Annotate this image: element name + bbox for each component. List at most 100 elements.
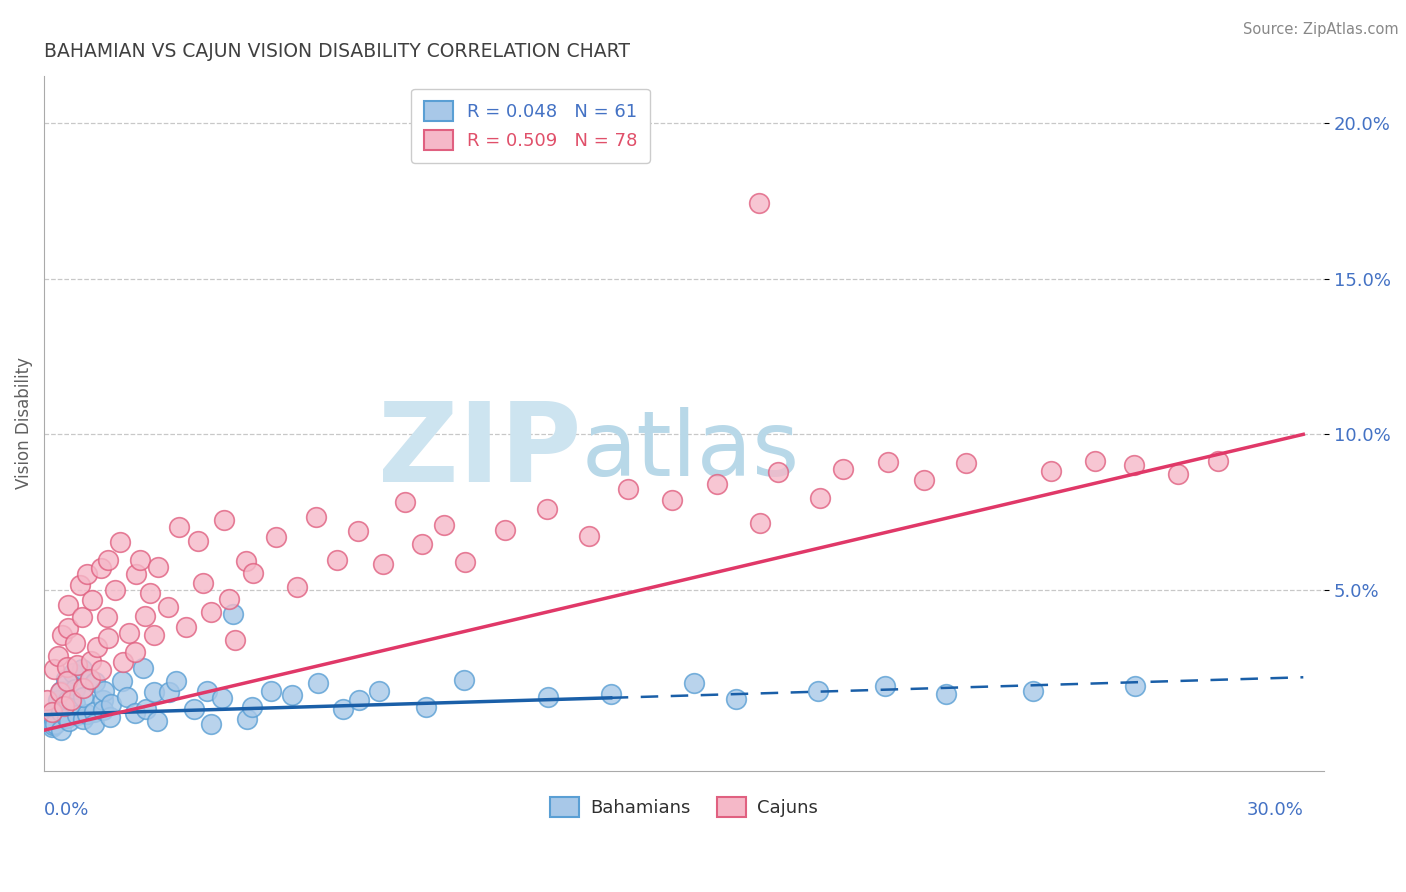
Point: [35, 693, 58, 707]
Point: [111, 674, 134, 689]
Point: [83, 675, 105, 690]
Y-axis label: Vision Disability: Vision Disability: [15, 358, 32, 490]
Point: [1123, 679, 1146, 693]
Point: [66, 708, 89, 723]
Point: [97, 553, 120, 567]
Point: [83, 716, 105, 731]
Point: [195, 684, 218, 698]
Point: [332, 702, 354, 716]
Point: [307, 676, 329, 690]
Point: [82, 592, 104, 607]
Point: [100, 710, 122, 724]
Point: [125, 567, 148, 582]
Point: [285, 580, 308, 594]
Point: [70, 661, 93, 675]
Point: [59, 693, 82, 707]
Point: [41, 718, 63, 732]
Point: [661, 493, 683, 508]
Point: [128, 553, 150, 567]
Legend: Bahamians, Cajuns: Bahamians, Cajuns: [543, 789, 825, 824]
Point: [83, 705, 105, 719]
Point: [41, 705, 63, 719]
Point: [46, 693, 69, 707]
Point: [115, 690, 138, 705]
Point: [411, 537, 433, 551]
Point: [58, 621, 80, 635]
Point: [873, 679, 896, 693]
Point: [221, 607, 243, 621]
Point: [132, 661, 155, 675]
Point: [346, 524, 368, 538]
Point: [72, 690, 94, 704]
Point: [46, 648, 69, 663]
Point: [143, 685, 166, 699]
Point: [143, 628, 166, 642]
Point: [56, 660, 79, 674]
Point: [55, 672, 77, 686]
Point: [62, 665, 84, 680]
Point: [90, 663, 112, 677]
Point: [157, 685, 180, 699]
Point: [200, 716, 222, 731]
Point: [44, 716, 66, 731]
Point: [766, 466, 789, 480]
Point: [211, 690, 233, 705]
Point: [955, 456, 977, 470]
Point: [118, 626, 141, 640]
Point: [42, 662, 65, 676]
Point: [808, 491, 831, 505]
Point: [72, 681, 94, 695]
Point: [1022, 684, 1045, 698]
Point: [63, 636, 86, 650]
Point: [536, 502, 558, 516]
Point: [578, 529, 600, 543]
Point: [1039, 464, 1062, 478]
Point: [48, 685, 70, 699]
Text: ZIP: ZIP: [378, 398, 582, 505]
Point: [394, 495, 416, 509]
Point: [52, 699, 75, 714]
Point: [63, 697, 86, 711]
Point: [748, 516, 770, 530]
Point: [86, 640, 108, 655]
Point: [49, 723, 72, 738]
Point: [96, 610, 118, 624]
Point: [72, 712, 94, 726]
Point: [260, 684, 283, 698]
Point: [41, 708, 63, 723]
Point: [281, 688, 304, 702]
Text: Source: ZipAtlas.com: Source: ZipAtlas.com: [1243, 22, 1399, 37]
Point: [187, 533, 209, 548]
Point: [616, 482, 638, 496]
Point: [157, 600, 180, 615]
Point: [371, 557, 394, 571]
Point: [146, 714, 169, 728]
Point: [124, 645, 146, 659]
Point: [174, 620, 197, 634]
Point: [56, 693, 79, 707]
Point: [124, 706, 146, 720]
Point: [218, 591, 240, 606]
Point: [494, 523, 516, 537]
Point: [433, 518, 456, 533]
Point: [49, 705, 72, 719]
Point: [326, 553, 349, 567]
Point: [76, 566, 98, 581]
Point: [349, 693, 371, 707]
Point: [191, 576, 214, 591]
Point: [56, 598, 79, 612]
Point: [683, 676, 706, 690]
Point: [415, 700, 437, 714]
Text: 30.0%: 30.0%: [1246, 801, 1303, 819]
Point: [110, 535, 132, 549]
Point: [453, 555, 475, 569]
Point: [100, 697, 122, 711]
Point: [165, 673, 187, 688]
Point: [79, 673, 101, 687]
Point: [51, 683, 73, 698]
Point: [134, 609, 156, 624]
Point: [453, 673, 475, 688]
Point: [56, 711, 79, 725]
Point: [242, 699, 264, 714]
Point: [236, 712, 259, 726]
